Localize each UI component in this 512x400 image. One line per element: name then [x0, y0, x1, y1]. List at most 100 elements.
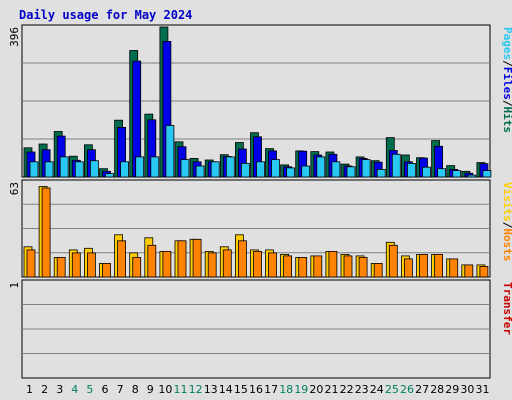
- legend-files: Files: [501, 67, 512, 100]
- day-label-10: 10: [158, 383, 172, 396]
- day-label-31: 31: [476, 383, 490, 396]
- legend-hits: Hits: [501, 107, 512, 134]
- panel-middle: 63 Visits/Hosts: [8, 179, 512, 278]
- bar-pages-day-21: [331, 161, 341, 178]
- bar-pages-day-23: [361, 159, 371, 178]
- bar-pages-day-4: [74, 161, 84, 178]
- bar-pages-day-10: [165, 125, 175, 178]
- bar-hosts-day-3: [56, 256, 66, 278]
- bar-hosts-day-10: [162, 250, 172, 278]
- bar-hosts-day-31: [479, 265, 489, 278]
- bar-pages-day-24: [376, 168, 386, 178]
- bar-hosts-day-17: [268, 252, 277, 278]
- bar-pages-day-14: [225, 156, 235, 178]
- bar-pages-day-8: [135, 156, 145, 178]
- bar-pages-day-25: [391, 153, 401, 178]
- scale-label: 63: [8, 182, 21, 195]
- panel-middle-legend: Visits/Hosts: [501, 182, 512, 262]
- bar-pages-day-22: [346, 166, 356, 178]
- day-label-15: 15: [234, 383, 248, 396]
- bar-hosts-day-28: [434, 253, 444, 278]
- bar-pages-day-15: [240, 162, 250, 178]
- day-label-6: 6: [102, 383, 109, 396]
- bar-hosts-day-14: [222, 249, 232, 278]
- bar-pages-day-18: [286, 167, 296, 178]
- bar-pages-day-20: [316, 156, 326, 178]
- day-label-17: 17: [264, 383, 278, 396]
- bar-pages-day-13: [210, 161, 220, 178]
- day-label-5: 5: [86, 383, 93, 396]
- day-label-4: 4: [71, 383, 78, 396]
- legend-visits: Visits: [501, 182, 512, 222]
- day-label-29: 29: [445, 383, 459, 396]
- panel-top-legend: Pages/Files/Hits: [501, 27, 512, 133]
- scale-label: 1: [8, 282, 21, 289]
- legend-pages: Pages: [501, 27, 512, 60]
- bar-pages-day-27: [422, 166, 431, 178]
- bar-hosts-day-8: [132, 256, 142, 278]
- bar-hosts-day-1: [26, 249, 36, 278]
- bar-hosts-day-15: [237, 240, 247, 278]
- bar-hosts-day-21: [328, 250, 338, 278]
- day-label-7: 7: [117, 383, 124, 396]
- bar-pages-day-19: [301, 165, 311, 178]
- panel-bottom: 1 Transfer: [8, 279, 512, 379]
- bar-hosts-day-2: [41, 187, 51, 278]
- day-label-14: 14: [219, 383, 233, 396]
- legend-hosts: Hosts: [501, 228, 512, 261]
- bar-pages-day-9: [150, 156, 160, 178]
- bar-pages-day-5: [90, 160, 99, 178]
- legend-transfer: Transfer: [501, 282, 512, 335]
- bar-pages-day-30: [467, 174, 477, 178]
- bar-hosts-day-4: [71, 252, 81, 278]
- bar-pages-day-3: [59, 156, 69, 178]
- day-label-11: 11: [174, 383, 188, 396]
- bar-pages-day-1: [29, 161, 39, 178]
- bar-hosts-day-18: [283, 255, 293, 278]
- bar-hosts-day-5: [87, 252, 96, 278]
- bar-pages-day-31: [482, 170, 492, 178]
- day-label-20: 20: [309, 383, 323, 396]
- bar-hosts-day-12: [192, 238, 202, 278]
- chart-title: Daily usage for May 2024: [19, 8, 192, 22]
- bar-hosts-day-16: [253, 250, 262, 278]
- day-label-19: 19: [294, 383, 308, 396]
- day-label-24: 24: [370, 383, 384, 396]
- bar-pages-day-28: [437, 168, 447, 178]
- bar-hosts-day-29: [449, 258, 459, 278]
- bar-pages-day-11: [180, 159, 190, 178]
- day-label-18: 18: [279, 383, 293, 396]
- bar-pages-day-12: [195, 165, 205, 178]
- bar-hosts-day-6: [102, 262, 111, 278]
- bar-hosts-day-7: [117, 240, 126, 278]
- day-label-3: 3: [56, 383, 63, 396]
- bar-hosts-day-11: [177, 240, 187, 278]
- bar-hosts-day-24: [373, 262, 383, 278]
- day-label-25: 25: [385, 383, 399, 396]
- bar-pages-day-26: [406, 162, 416, 178]
- bar-hosts-day-26: [403, 258, 413, 278]
- bar-hosts-day-9: [147, 244, 157, 278]
- day-label-13: 13: [204, 383, 218, 396]
- bar-pages-day-17: [271, 159, 280, 178]
- bar-hosts-day-19: [298, 256, 308, 278]
- day-label-2: 2: [41, 383, 48, 396]
- bar-hosts-day-30: [464, 264, 474, 278]
- day-label-23: 23: [355, 383, 369, 396]
- bar-hosts-day-13: [207, 252, 217, 278]
- bar-hosts-day-23: [358, 256, 368, 278]
- bar-pages-day-16: [256, 161, 265, 178]
- bar-pages-day-6: [105, 173, 114, 178]
- day-label-27: 27: [415, 383, 429, 396]
- legend-separator: /: [501, 100, 512, 107]
- day-label-16: 16: [249, 383, 263, 396]
- day-label-9: 9: [147, 383, 154, 396]
- legend-separator: /: [501, 60, 512, 67]
- day-label-30: 30: [460, 383, 474, 396]
- bar-hosts-day-25: [388, 244, 398, 278]
- day-label-1: 1: [26, 383, 33, 396]
- legend-separator: /: [501, 222, 512, 229]
- panel-bottom-legend: Transfer: [501, 282, 512, 335]
